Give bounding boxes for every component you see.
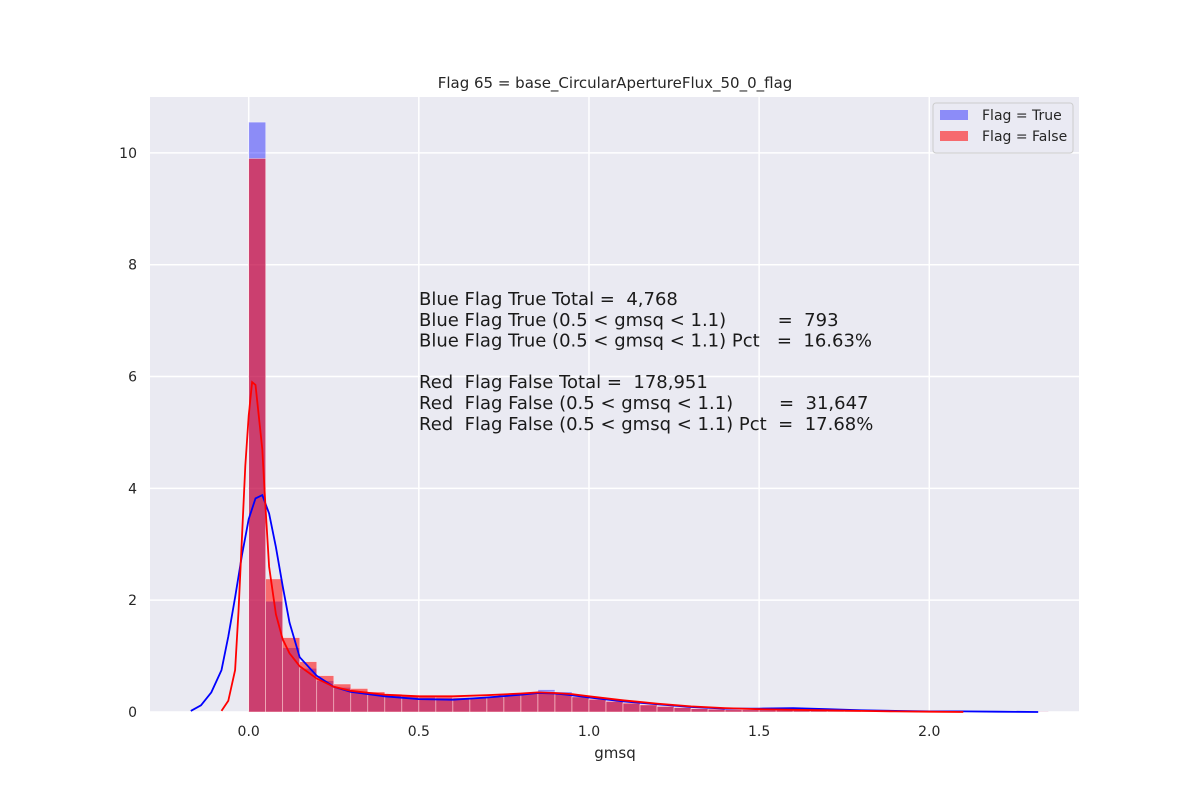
x-axis-label: gmsq [594, 744, 635, 762]
x-tick-label-2: 1.0 [578, 724, 600, 740]
chart-title: Flag 65 = base_CircularApertureFlux_50_0… [438, 74, 793, 93]
hist-bar-series1-29 [741, 709, 760, 713]
annotation-line-0: Blue Flag True Total = 4,768 [419, 289, 678, 310]
hist-bar-series1-19 [571, 696, 590, 713]
hist-bar-series1-24 [656, 706, 675, 713]
hist-bar-series1-27 [707, 708, 726, 713]
y-tick-label-1: 2 [128, 593, 137, 609]
annotation-line-4: Red Flag False Total = 178,951 [419, 372, 708, 393]
hist-bar-series1-14 [486, 696, 505, 713]
plot-area [150, 97, 1079, 712]
hist-bar-series1-3 [299, 661, 318, 713]
hist-bar-series1-16 [520, 692, 539, 713]
annotation-line-2: Blue Flag True (0.5 < gmsq < 1.1) Pct = … [419, 331, 872, 352]
legend-label-false: Flag = False [982, 129, 1067, 145]
x-tick-label-3: 1.5 [748, 724, 770, 740]
kde-curves [190, 380, 1039, 713]
histogram-bars [248, 121, 1049, 713]
y-tick-label-3: 6 [128, 370, 137, 386]
annotation-line-5: Red Flag False (0.5 < gmsq < 1.1) = 31,6… [419, 393, 868, 414]
hist-bar-series1-23 [639, 704, 658, 713]
y-axis-ticks: 0 2 4 6 8 10 [119, 146, 137, 721]
legend-swatch-false [940, 131, 968, 141]
y-tick-label-4: 8 [128, 258, 137, 274]
x-tick-label-1: 0.5 [408, 724, 430, 740]
kde-line-series1 [220, 380, 964, 713]
annotation-line-6: Red Flag False (0.5 < gmsq < 1.1) Pct = … [419, 414, 873, 435]
x-axis-ticks: 0.0 0.5 1.0 1.5 2.0 [238, 724, 941, 740]
gridlines [150, 97, 1079, 713]
legend: Flag = True Flag = False [932, 102, 1074, 154]
hist-bar-series1-17 [537, 691, 556, 713]
y-tick-label-0: 0 [128, 705, 137, 721]
y-tick-label-5: 10 [119, 146, 137, 162]
x-tick-label-4: 2.0 [918, 724, 940, 740]
hist-bar-series1-13 [469, 697, 488, 713]
kde-line-series0 [190, 493, 1039, 713]
hist-bar-series1-21 [605, 701, 624, 713]
hist-bar-series1-20 [588, 698, 607, 713]
hist-bar-series1-15 [503, 694, 522, 713]
legend-swatch-true [940, 110, 968, 120]
hist-bar-series1-0 [248, 158, 266, 713]
hist-bar-series1-26 [690, 708, 709, 713]
hist-bar-series1-28 [724, 709, 743, 713]
x-tick-label-0: 0.0 [238, 724, 260, 740]
annotation-line-1: Blue Flag True (0.5 < gmsq < 1.1) = 793 [419, 310, 839, 331]
hist-bar-series1-25 [673, 707, 692, 713]
legend-label-true: Flag = True [982, 108, 1062, 124]
hist-bar-series1-22 [622, 702, 641, 713]
hist-bar-series1-18 [554, 693, 573, 713]
y-tick-label-2: 4 [128, 481, 137, 497]
